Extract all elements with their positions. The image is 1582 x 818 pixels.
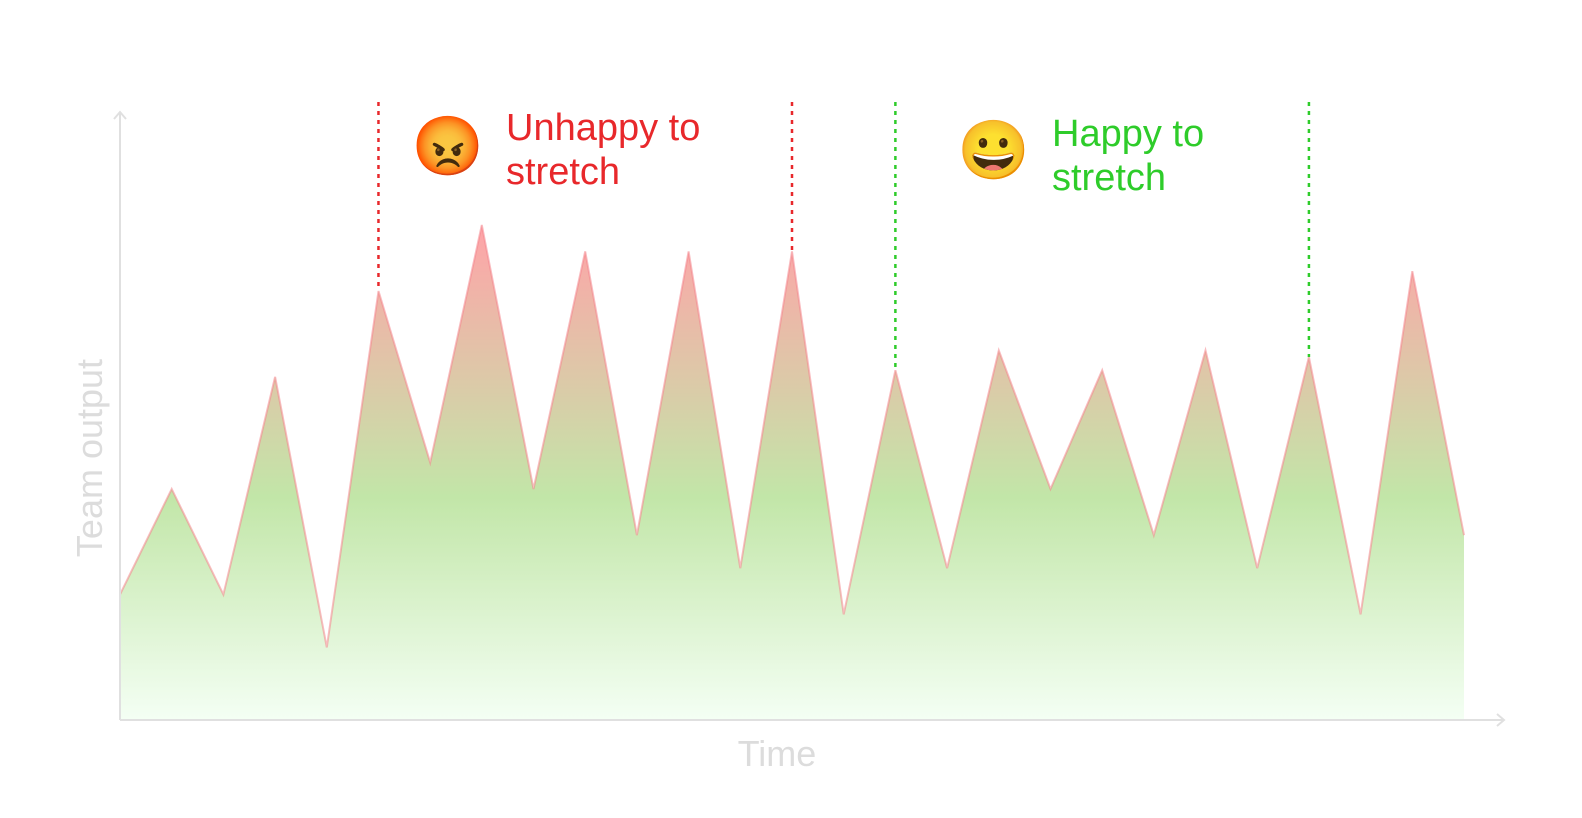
- unhappy-label-line2: stretch: [506, 151, 620, 193]
- plot-area: [119, 224, 1465, 720]
- y-axis-arrow: [113, 110, 127, 120]
- y-axis-label: Team output: [69, 359, 110, 557]
- x-axis-arrow: [1496, 713, 1506, 727]
- angry-face-icon: 😡: [412, 114, 484, 179]
- y-axis: Team output: [69, 110, 127, 720]
- happy-label-line2: stretch: [1052, 157, 1166, 199]
- series-line: [119, 224, 1465, 648]
- grinning-face-icon: 😀: [958, 118, 1030, 183]
- unhappy-region-annotation: 😡 Unhappy to stretch: [377, 102, 794, 291]
- annotations: 😡 Unhappy to stretch 😀 Happy to stretch: [377, 102, 1311, 371]
- happy-label-line1: Happy to: [1052, 113, 1204, 155]
- x-axis: Time: [120, 713, 1506, 774]
- x-axis-label: Time: [738, 733, 817, 774]
- happy-region-annotation: 😀 Happy to stretch: [894, 102, 1311, 371]
- area-fill: [120, 225, 1464, 720]
- unhappy-label-line1: Unhappy to: [506, 107, 700, 149]
